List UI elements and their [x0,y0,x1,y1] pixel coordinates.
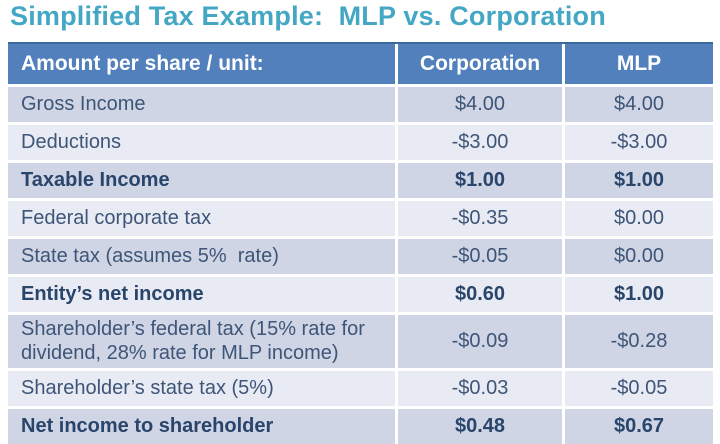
corporation-value: -$0.03 [398,370,562,406]
mlp-value: $0.00 [565,201,713,236]
row-label: Shareholder’s federal tax (15% rate for … [8,315,395,368]
table-row: Net income to shareholder $0.48 $0.67 [8,408,713,444]
row-label: Deductions [8,125,395,160]
corporation-value: $0.60 [398,277,562,312]
header-mlp: MLP [565,44,713,84]
corporation-value: -$0.35 [398,201,562,236]
mlp-value: $1.00 [565,163,713,198]
header-amount-per-share: Amount per share / unit: [8,44,395,84]
mlp-value: -$0.28 [565,315,713,368]
table-row: Taxable Income $1.00 $1.00 [8,163,713,198]
table-body: Gross Income $4.00 $4.00 Deductions -$3.00 -$… [8,87,713,444]
corporation-value: $0.48 [398,408,562,444]
corporation-value: -$0.09 [398,315,562,368]
row-label: State tax (assumes 5% rate) [8,239,395,274]
mlp-value: $4.00 [565,87,713,122]
corporation-value: $4.00 [398,87,562,122]
table-row: Shareholder’s federal tax (15% rate for … [8,315,713,368]
row-label: Gross Income [8,87,395,122]
tax-comparison-table: Amount per share / unit: Corporation MLP… [8,42,713,444]
corporation-value: -$3.00 [398,125,562,160]
row-label: Taxable Income [8,163,395,198]
table-header-row: Amount per share / unit: Corporation MLP [8,42,713,84]
mlp-value: -$3.00 [565,125,713,160]
table-row: Federal corporate tax -$0.35 $0.00 [8,201,713,236]
corporation-value: $1.00 [398,163,562,198]
mlp-value: $1.00 [565,277,713,312]
mlp-value: $0.67 [565,408,713,444]
page-title: Simplified Tax Example: MLP vs. Corporat… [10,1,606,31]
mlp-value: $0.00 [565,239,713,274]
corporation-value: -$0.05 [398,239,562,274]
table-row: Deductions -$3.00 -$3.00 [8,125,713,160]
header-corporation: Corporation [398,44,562,84]
row-label: Entity’s net income [8,277,395,312]
row-label: Federal corporate tax [8,201,395,236]
table-row: Shareholder’s state tax (5%) -$0.03 -$0.05 [8,370,713,406]
mlp-value: -$0.05 [565,370,713,406]
table-row: State tax (assumes 5% rate) -$0.05 $0.00 [8,239,713,274]
table-row: Entity’s net income $0.60 $1.00 [8,277,713,312]
row-label: Net income to shareholder [8,408,395,444]
row-label: Shareholder’s state tax (5%) [8,370,395,406]
table-row: Gross Income $4.00 $4.00 [8,87,713,122]
